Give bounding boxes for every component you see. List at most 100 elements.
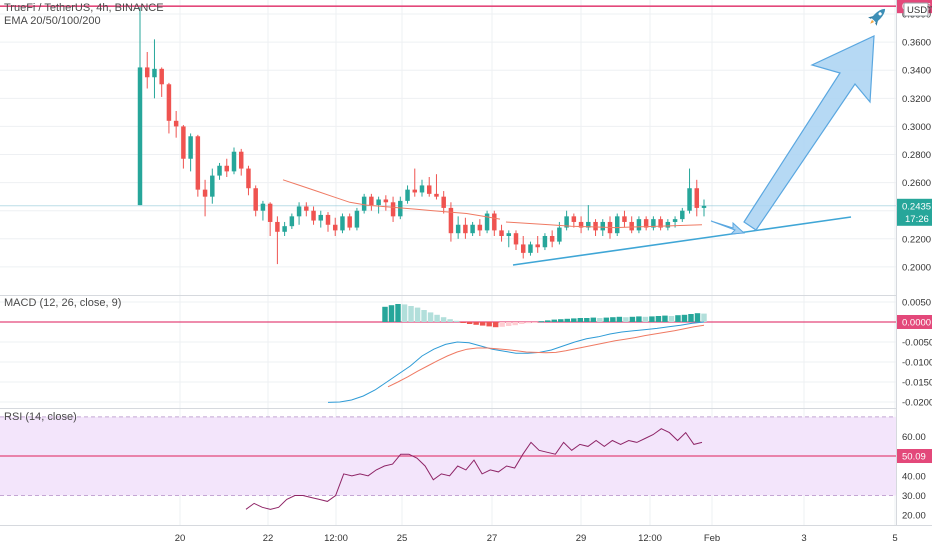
candle-body — [289, 216, 295, 227]
candle[interactable] — [347, 213, 352, 231]
macd-histogram-bar — [382, 306, 388, 322]
candle[interactable] — [137, 7, 143, 206]
candle[interactable] — [231, 147, 237, 175]
candle[interactable] — [412, 168, 418, 197]
candle[interactable] — [289, 213, 295, 229]
candle[interactable] — [383, 195, 389, 211]
candle[interactable] — [238, 148, 244, 176]
candle[interactable] — [484, 210, 490, 234]
candle[interactable] — [593, 219, 598, 236]
candle[interactable] — [361, 193, 367, 214]
candle[interactable] — [405, 185, 410, 204]
macd-histogram-bar — [629, 316, 636, 322]
candle[interactable] — [701, 199, 707, 217]
candle-body — [455, 224, 461, 234]
candle[interactable] — [159, 67, 164, 97]
candle[interactable] — [144, 51, 150, 89]
candle[interactable] — [152, 39, 157, 99]
candle-body — [304, 206, 309, 211]
macd-histogram-bar — [584, 318, 590, 322]
candle[interactable] — [195, 134, 201, 197]
ema-orange-line-1 — [282, 179, 501, 220]
candle[interactable] — [260, 200, 266, 221]
candle[interactable] — [332, 217, 338, 236]
candle[interactable] — [687, 168, 692, 214]
candle[interactable] — [571, 213, 577, 228]
candle[interactable] — [246, 165, 251, 196]
candle[interactable] — [441, 191, 446, 214]
candle[interactable] — [629, 216, 634, 234]
candle[interactable] — [434, 174, 439, 200]
candle-body — [231, 151, 237, 172]
candle[interactable] — [477, 219, 483, 236]
candle[interactable] — [614, 213, 620, 236]
candle[interactable] — [267, 202, 273, 236]
macd-panel[interactable] — [0, 304, 896, 403]
candle-body — [152, 68, 157, 78]
candle[interactable] — [643, 216, 649, 231]
candle[interactable] — [470, 221, 475, 236]
candle[interactable] — [390, 196, 396, 222]
candle-body — [426, 185, 432, 194]
candle[interactable] — [318, 210, 324, 228]
candle[interactable] — [210, 168, 215, 204]
candle[interactable] — [202, 179, 208, 217]
candle[interactable] — [622, 210, 627, 228]
candle[interactable] — [463, 217, 468, 239]
candle[interactable] — [492, 210, 497, 236]
candle[interactable] — [694, 179, 700, 217]
price-panel[interactable] — [0, 5, 896, 266]
candle[interactable] — [166, 82, 172, 134]
candle[interactable] — [376, 196, 381, 214]
candle[interactable] — [680, 207, 685, 222]
candle-body — [578, 221, 584, 228]
candle-body — [687, 188, 692, 211]
candle-body — [470, 224, 475, 234]
rsi-panel[interactable] — [0, 416, 896, 510]
candle[interactable] — [253, 185, 258, 217]
candle[interactable] — [636, 216, 642, 234]
candle[interactable] — [173, 110, 179, 138]
macd-zero-label: 0.0000 — [902, 318, 931, 329]
candle[interactable] — [419, 179, 425, 197]
candle[interactable] — [578, 216, 584, 234]
candle-body — [672, 219, 678, 222]
candle[interactable] — [217, 162, 222, 180]
candle[interactable] — [296, 202, 302, 225]
candle[interactable] — [651, 216, 656, 231]
candle[interactable] — [354, 207, 360, 231]
candle[interactable] — [455, 216, 461, 239]
candle[interactable] — [665, 219, 671, 231]
candle[interactable] — [586, 205, 591, 231]
candle[interactable] — [535, 236, 540, 253]
candle[interactable] — [564, 210, 569, 231]
candle[interactable] — [304, 202, 309, 217]
candle[interactable] — [528, 241, 533, 256]
candle[interactable] — [325, 212, 331, 232]
candle[interactable] — [282, 221, 287, 236]
currency-box[interactable] — [903, 2, 929, 17]
candle[interactable] — [549, 230, 555, 248]
candle[interactable] — [513, 230, 519, 251]
candle-body — [325, 214, 331, 225]
candle[interactable] — [181, 125, 186, 169]
candle[interactable] — [275, 216, 280, 265]
candle[interactable] — [499, 224, 504, 242]
candle[interactable] — [188, 133, 193, 172]
candle[interactable] — [340, 213, 345, 234]
candle[interactable] — [542, 233, 548, 251]
candle[interactable] — [448, 202, 454, 242]
candle-body — [267, 203, 273, 222]
rsi-line — [245, 428, 703, 510]
macd-histogram-bar — [532, 322, 538, 323]
candle[interactable] — [369, 193, 374, 211]
candle[interactable] — [426, 177, 432, 197]
candle[interactable] — [658, 216, 663, 231]
candle[interactable] — [224, 158, 230, 177]
candle[interactable] — [520, 236, 526, 259]
macd-histogram-bar — [668, 316, 675, 322]
candle-body — [448, 207, 454, 234]
candle[interactable] — [311, 206, 316, 225]
candle[interactable] — [506, 230, 512, 248]
